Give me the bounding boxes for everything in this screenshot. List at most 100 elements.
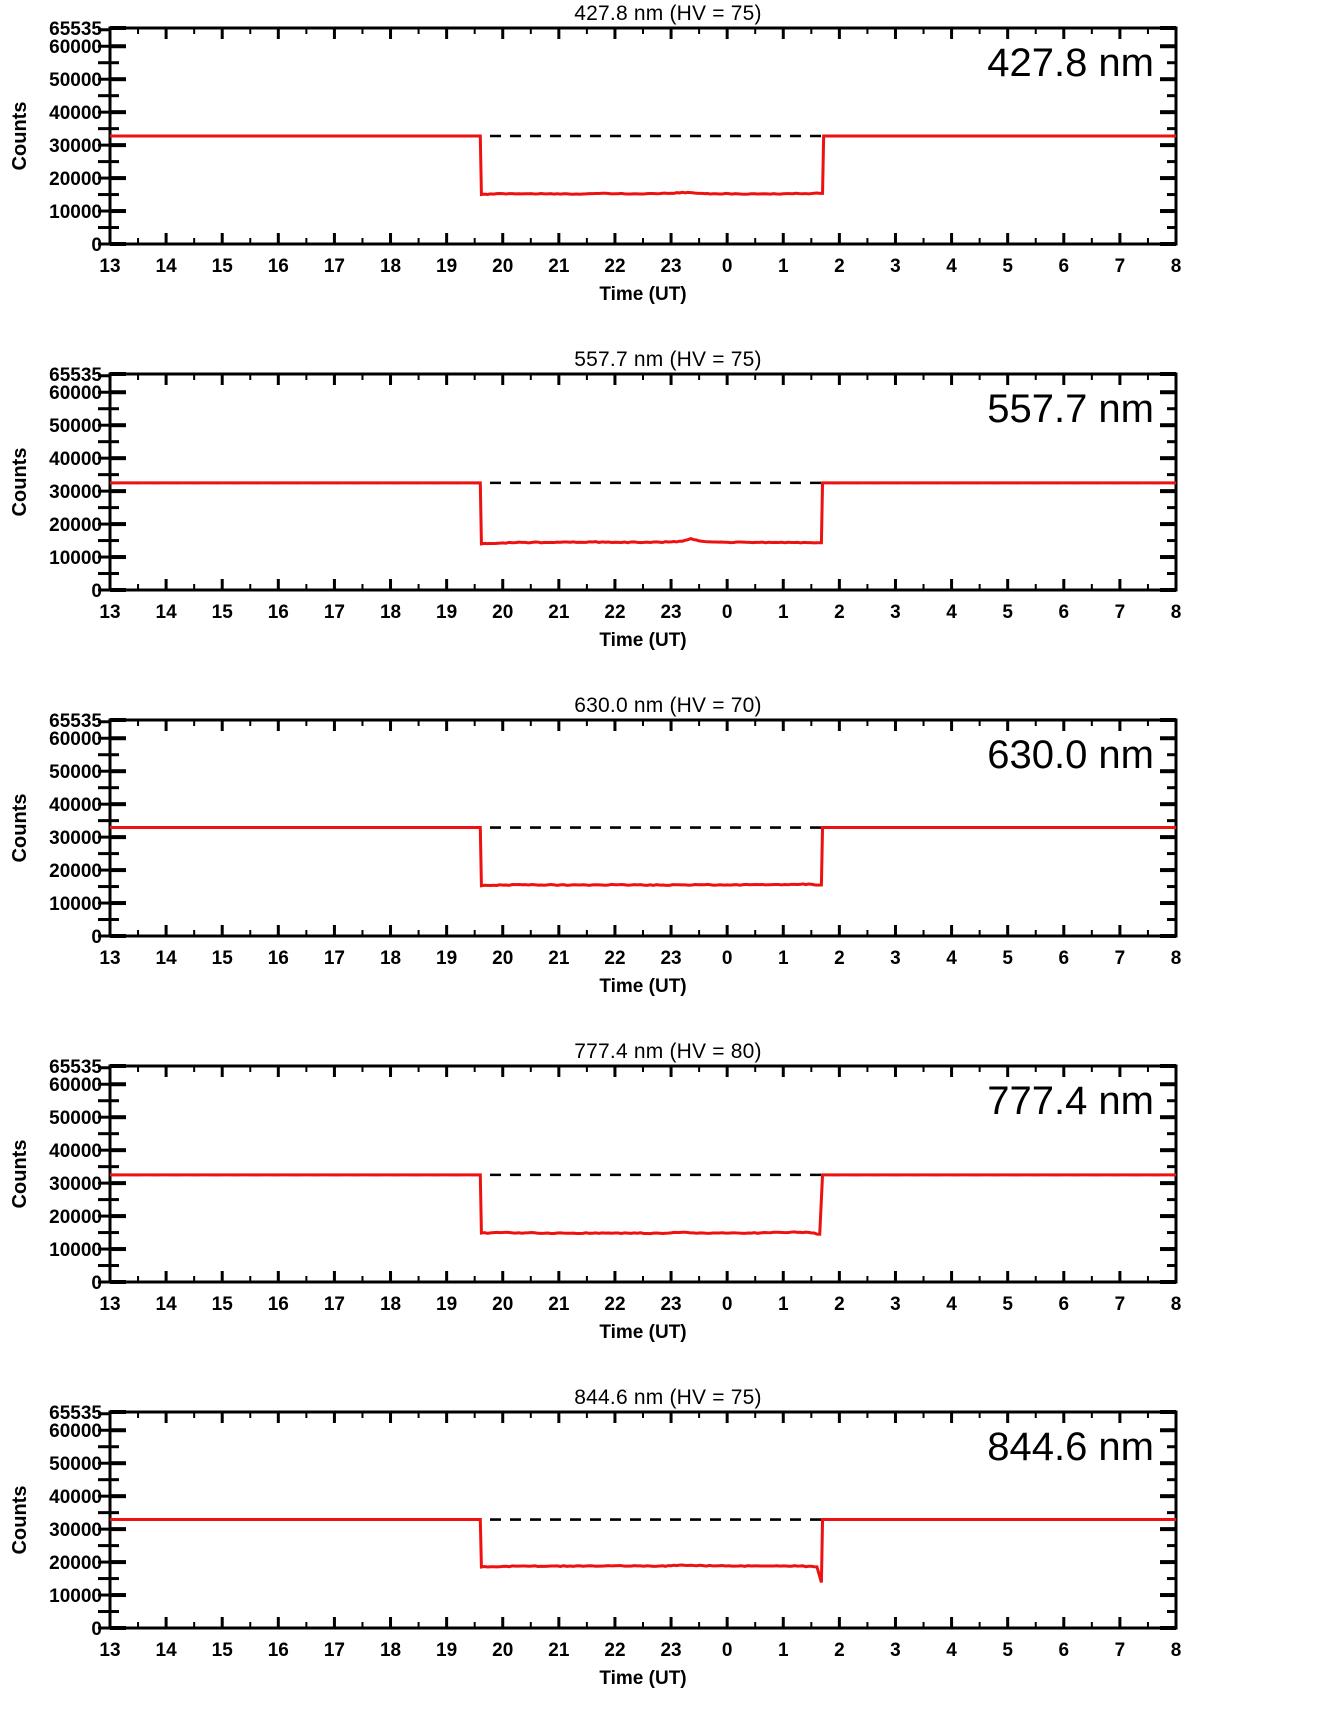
- x-tick-label: 17: [324, 1640, 345, 1661]
- y-tick-label: 20000: [49, 169, 102, 190]
- plot-area: 13 14 15 16 17 18 19 20 21 22 23 0 1 2 3 4 5 6 7 8010000200…: [9, 1403, 1182, 1689]
- x-tick-label: 0: [722, 256, 733, 277]
- x-tick-label: 8: [1171, 1294, 1182, 1315]
- x-tick-label: 21: [548, 602, 570, 623]
- x-tick-label: 1: [778, 948, 789, 969]
- x-axis-label: Time (UT): [599, 284, 686, 305]
- x-tick-label: 23: [660, 1640, 681, 1661]
- x-tick-label: 2: [834, 602, 845, 623]
- x-tick-label: 18: [380, 602, 401, 623]
- x-tick-label: 14: [156, 948, 178, 969]
- x-tick-label: 8: [1171, 256, 1182, 277]
- y-tick-label: 30000: [49, 482, 102, 503]
- x-tick-label: 19: [436, 1294, 457, 1315]
- x-tick-label: 15: [212, 948, 234, 969]
- x-tick-label: 14: [156, 256, 178, 277]
- y-tick-label: 0: [91, 927, 102, 948]
- x-tick-label: 1: [778, 602, 789, 623]
- x-tick-label: 2: [834, 256, 845, 277]
- x-tick-label: 22: [604, 1294, 625, 1315]
- y-tick-label: 0: [91, 1273, 102, 1294]
- x-tick-label: 7: [1115, 602, 1126, 623]
- x-axis-label: Time (UT): [599, 630, 686, 651]
- x-tick-label: 1: [778, 1294, 789, 1315]
- x-tick-label: 16: [268, 602, 289, 623]
- y-axis-label: Counts: [9, 1140, 31, 1209]
- x-tick-label: 19: [436, 948, 457, 969]
- y-tick-label: 10000: [49, 1586, 102, 1607]
- x-tick-label: 6: [1059, 948, 1070, 969]
- x-tick-label: 2: [834, 948, 845, 969]
- y-tick-label: 30000: [49, 136, 102, 157]
- x-tick-label: 23: [660, 602, 681, 623]
- y-tick-label: 20000: [49, 1207, 102, 1228]
- y-tick-label: 10000: [49, 894, 102, 915]
- y-tick-label: 40000: [49, 103, 102, 124]
- x-tick-label: 23: [660, 256, 681, 277]
- x-tick-label: 15: [212, 602, 234, 623]
- y-tick-label: 50000: [49, 762, 102, 783]
- x-tick-label: 0: [722, 948, 733, 969]
- data-series-line: [110, 826, 1176, 888]
- y-tick-label: 50000: [49, 1108, 102, 1129]
- x-tick-label: 15: [212, 1640, 234, 1661]
- panel-title: 630.0 nm (HV = 70): [574, 694, 762, 717]
- y-tick-label: 10000: [49, 548, 102, 569]
- plot-area: 13 14 15 16 17 18 19 20 21 22 23 0 1 2 3 4 5 6 7 8010000200…: [9, 1057, 1182, 1343]
- x-tick-label: 18: [380, 1640, 401, 1661]
- chart-panel-2: 630.0 nm (HV = 70) 13 14 15 16 17 18 19 20 21 22 23…: [0, 692, 1336, 1038]
- x-tick-label: 13: [99, 948, 120, 969]
- y-tick-label: 30000: [49, 1520, 102, 1541]
- chart-panel-3: 777.4 nm (HV = 80) 13 14 15 16 17 18 19 20 21 22 23…: [0, 1038, 1336, 1384]
- x-tick-label: 23: [660, 1294, 681, 1315]
- x-tick-label: 8: [1171, 602, 1182, 623]
- y-tick-label: 20000: [49, 861, 102, 882]
- chart-panel-1: 557.7 nm (HV = 75) 13 14 15 16 17 18 19 20 21 22 23…: [0, 346, 1336, 692]
- wavelength-annotation: 844.6 nm: [987, 1425, 1154, 1469]
- x-tick-label: 6: [1059, 1640, 1070, 1661]
- x-tick-label: 17: [324, 948, 345, 969]
- x-tick-label: 4: [946, 1294, 957, 1315]
- x-tick-label: 20: [492, 602, 513, 623]
- y-tick-label: 50000: [49, 70, 102, 91]
- y-tick-label: 60000: [49, 729, 102, 750]
- x-tick-label: 16: [268, 1294, 289, 1315]
- data-series-line: [110, 481, 1176, 546]
- x-tick-label: 8: [1171, 1640, 1182, 1661]
- x-tick-label: 13: [99, 1294, 120, 1315]
- y-tick-label: 40000: [49, 1487, 102, 1508]
- x-tick-label: 22: [604, 602, 625, 623]
- y-tick-label: 60000: [49, 383, 102, 404]
- x-tick-label: 4: [946, 602, 957, 623]
- x-tick-label: 13: [99, 602, 120, 623]
- x-tick-label: 21: [548, 256, 570, 277]
- x-tick-label: 17: [324, 602, 345, 623]
- x-tick-label: 4: [946, 1640, 957, 1661]
- panel-title: 777.4 nm (HV = 80): [574, 1040, 762, 1063]
- x-tick-label: 8: [1171, 948, 1182, 969]
- x-tick-label: 5: [1002, 1294, 1013, 1315]
- y-axis-label: Counts: [9, 102, 31, 171]
- chart-panel-0: 427.8 nm (HV = 75) 13 14 15 16 17 18 19 20 21 22 23…: [0, 0, 1336, 346]
- x-tick-label: 18: [380, 948, 401, 969]
- x-tick-label: 0: [722, 602, 733, 623]
- x-tick-label: 13: [99, 1640, 120, 1661]
- x-tick-label: 19: [436, 1640, 457, 1661]
- x-tick-label: 3: [890, 256, 901, 277]
- data-series-line: [110, 1518, 1176, 1583]
- y-tick-label: 50000: [49, 1454, 102, 1475]
- x-tick-label: 20: [492, 948, 513, 969]
- data-series-line: [110, 1173, 1176, 1236]
- x-tick-label: 6: [1059, 1294, 1070, 1315]
- x-tick-label: 23: [660, 948, 681, 969]
- panel-title: 844.6 nm (HV = 75): [574, 1386, 762, 1409]
- y-tick-label: 65535: [49, 19, 102, 40]
- x-axis-label: Time (UT): [599, 976, 686, 997]
- x-tick-label: 16: [268, 256, 289, 277]
- y-tick-label: 0: [91, 581, 102, 602]
- x-tick-label: 18: [380, 1294, 401, 1315]
- x-tick-label: 22: [604, 948, 625, 969]
- x-tick-label: 5: [1002, 602, 1013, 623]
- y-tick-label: 30000: [49, 828, 102, 849]
